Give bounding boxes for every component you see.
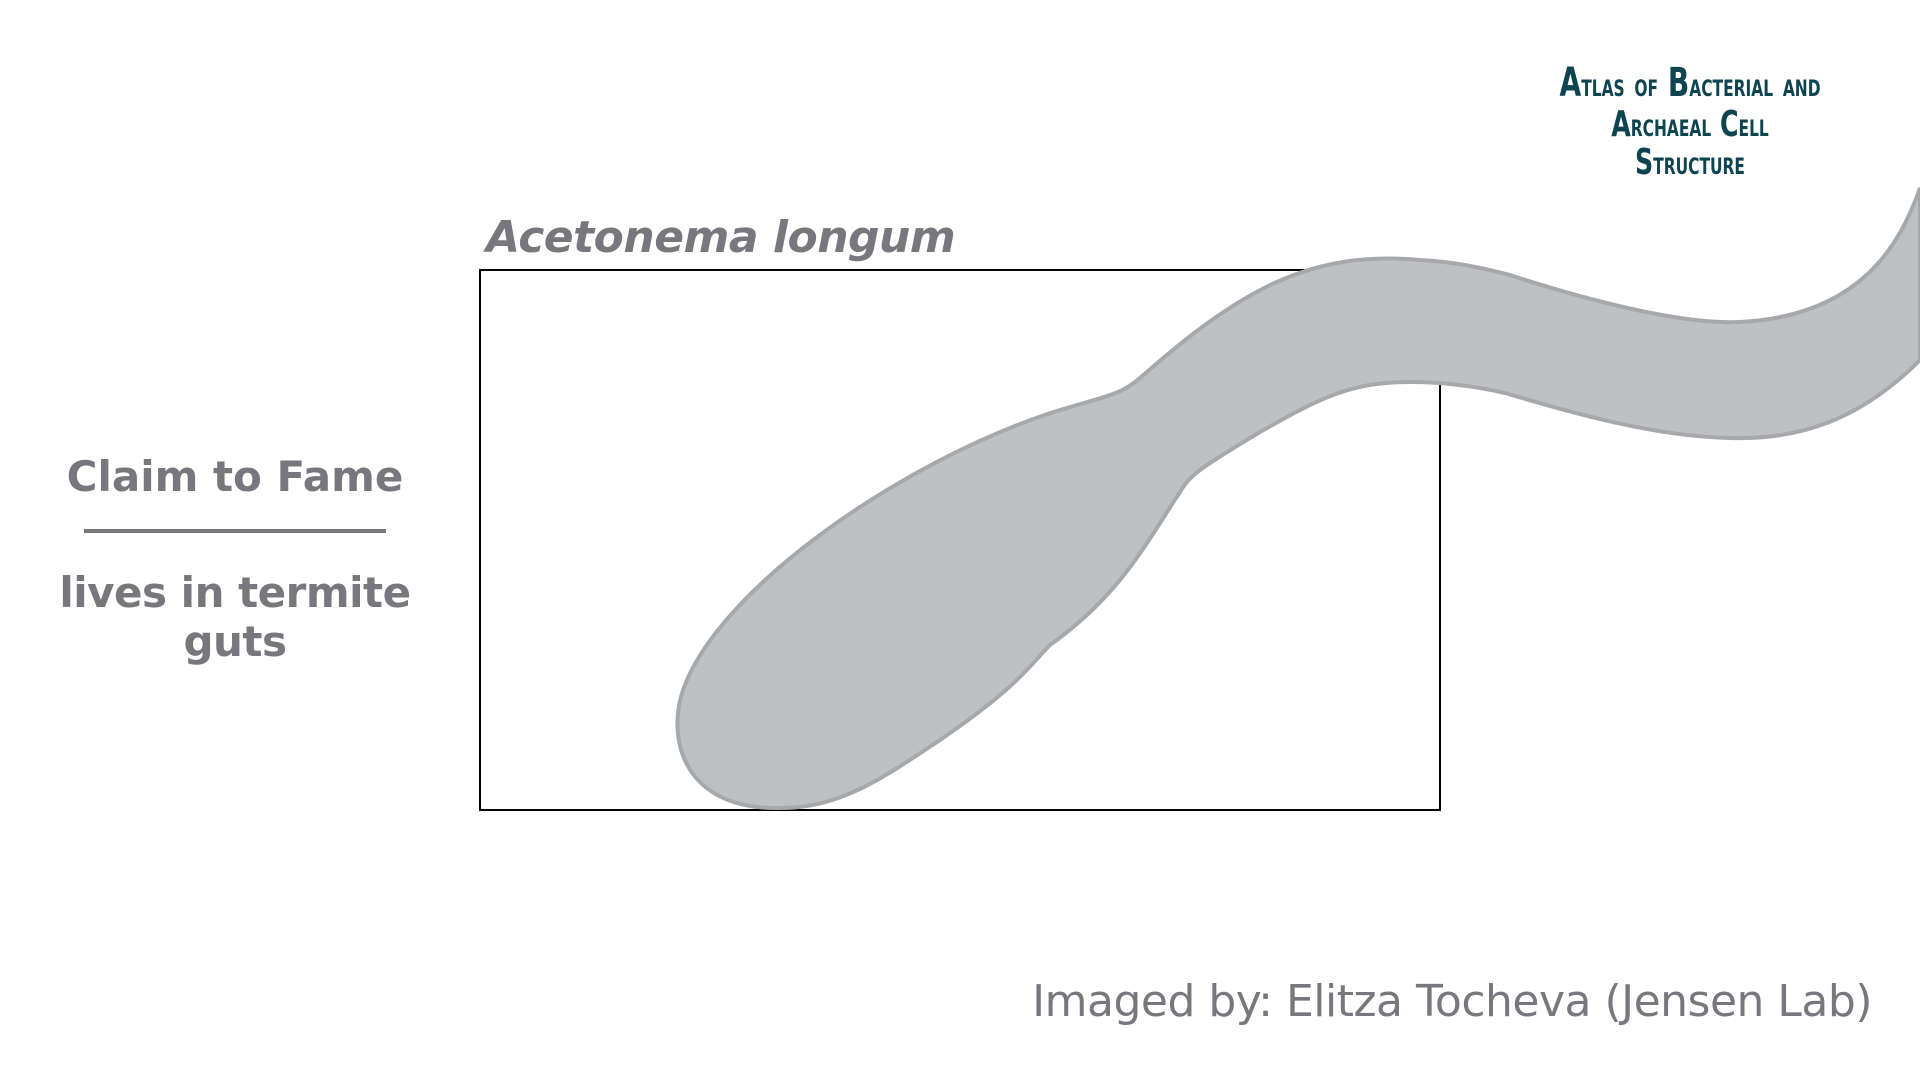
claim-to-fame-heading: Claim to Fame bbox=[66, 452, 404, 501]
image-frame bbox=[479, 269, 1441, 811]
claim-to-fame-text: lives in termite guts bbox=[59, 568, 411, 666]
claim-to-fame-divider bbox=[84, 529, 386, 533]
bacterium-cell-shape bbox=[675, 187, 1920, 811]
atlas-logo: ATLAS OF BACTERIAL AND ARCHAEAL CELL STR… bbox=[1559, 60, 1821, 183]
imaging-credit: Imaged by: Elitza Tocheva (Jensen Lab) bbox=[1032, 976, 1872, 1027]
species-title: Acetonema longum bbox=[486, 212, 956, 263]
